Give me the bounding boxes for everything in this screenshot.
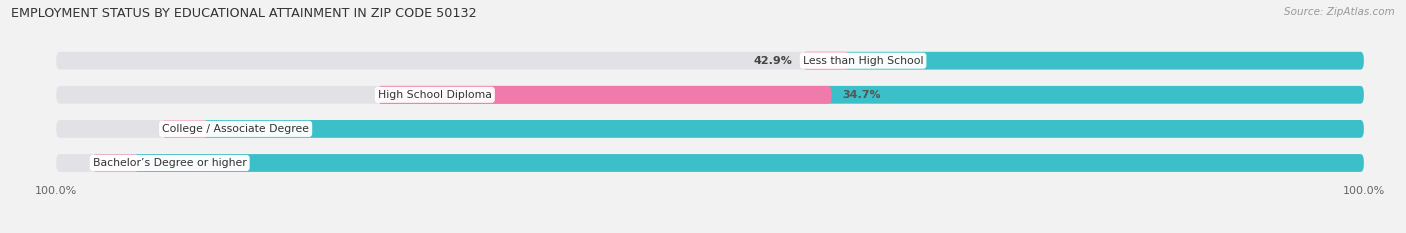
Text: 75.4%: 75.4% (398, 90, 436, 100)
Text: 0.0%: 0.0% (218, 124, 249, 134)
Text: High School Diploma: High School Diploma (378, 90, 492, 100)
Text: 0.0%: 0.0% (149, 158, 180, 168)
Text: EMPLOYMENT STATUS BY EDUCATIONAL ATTAINMENT IN ZIP CODE 50132: EMPLOYMENT STATUS BY EDUCATIONAL ATTAINM… (11, 7, 477, 20)
FancyBboxPatch shape (56, 154, 1364, 172)
Text: Bachelor’s Degree or higher: Bachelor’s Degree or higher (93, 158, 246, 168)
Text: Source: ZipAtlas.com: Source: ZipAtlas.com (1284, 7, 1395, 17)
FancyBboxPatch shape (162, 120, 1364, 138)
FancyBboxPatch shape (378, 86, 1364, 104)
FancyBboxPatch shape (162, 120, 208, 138)
FancyBboxPatch shape (56, 86, 1364, 104)
Text: College / Associate Degree: College / Associate Degree (162, 124, 309, 134)
Text: 91.9%: 91.9% (181, 124, 221, 134)
Text: 0.0%: 0.0% (859, 56, 890, 66)
FancyBboxPatch shape (93, 154, 1364, 172)
Text: 42.9%: 42.9% (754, 56, 793, 66)
FancyBboxPatch shape (56, 120, 1364, 138)
Text: 97.2%: 97.2% (112, 158, 152, 168)
FancyBboxPatch shape (378, 86, 831, 104)
FancyBboxPatch shape (803, 52, 849, 70)
Text: Less than High School: Less than High School (803, 56, 924, 66)
FancyBboxPatch shape (93, 154, 139, 172)
Text: 34.7%: 34.7% (842, 90, 880, 100)
FancyBboxPatch shape (803, 52, 1364, 70)
FancyBboxPatch shape (56, 52, 1364, 70)
